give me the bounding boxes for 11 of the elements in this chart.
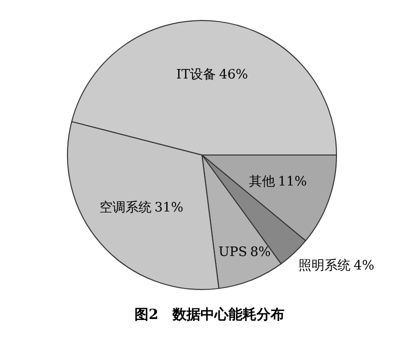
slice-label: IT设备 [176,67,216,82]
data-label: 4% [354,258,374,274]
slice-label: UPS [218,244,248,260]
data-label: 8% [250,244,271,260]
slice-label: 其他 [248,174,275,190]
slice-label: 照明系统 [298,258,351,274]
text: 图2 数据中心能耗分布 [134,306,286,324]
slice-label: 空调系统 [100,200,152,216]
data-label: 31% [154,200,184,216]
data-label: 11% [278,174,307,190]
data-label: 46% [219,67,248,82]
